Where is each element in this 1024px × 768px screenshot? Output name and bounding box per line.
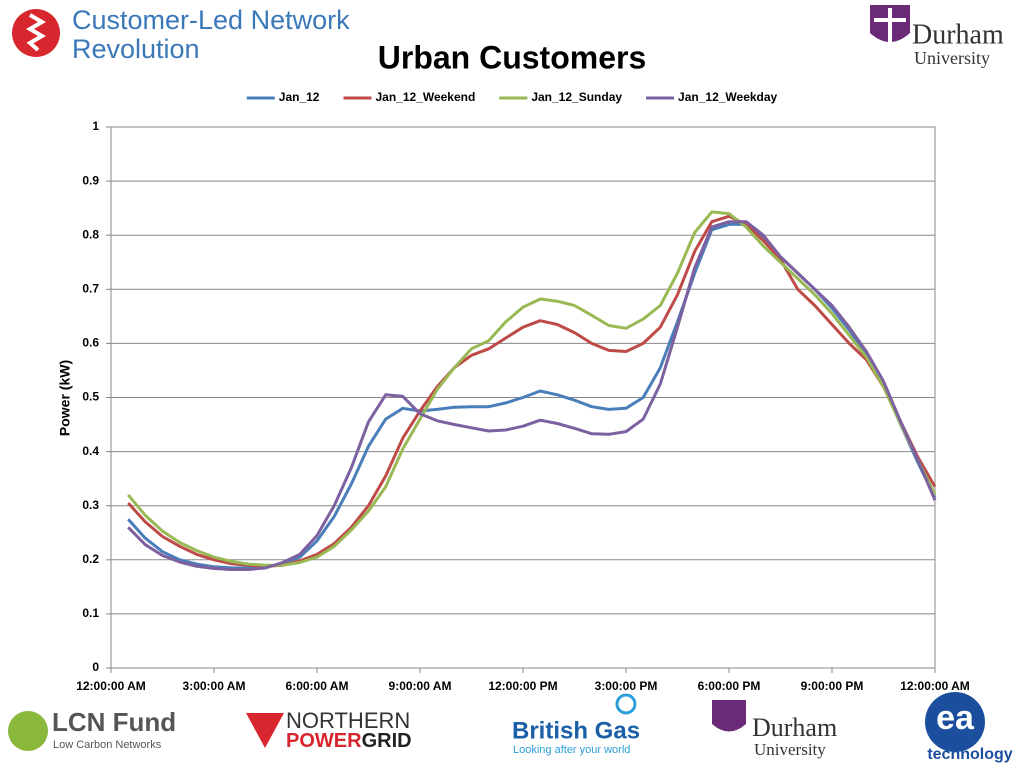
durham-logo: Durham University [870,5,1004,68]
legend: Jan_12 Jan_12_Weekend Jan_12_Sunday Jan_12_… [246,90,778,104]
university-name: Durham [752,713,837,742]
y-tick-label: 0.4 [82,444,99,458]
bg-name: British Gas [512,717,640,744]
series-line [127,220,937,571]
ea-sub: technology [927,746,1012,763]
ea-mark: ea [936,699,975,737]
university-sub: University [754,740,826,759]
x-tick-label: 9:00:00 PM [801,679,864,693]
durham-shield [712,700,746,732]
x-tick-label: 12:00:00 AM [76,679,146,693]
british-gas-logo: British Gas Looking after your world [512,693,640,756]
npg-logo: NORTHERN POWERGRID [246,708,412,752]
clnr-icon-stroke [26,13,46,52]
npg-line: POWERGRID [286,730,412,752]
npg-grid: GRID [362,730,412,752]
y-axis-label: Power (kW) [57,360,73,436]
npg-icon [246,713,284,748]
y-tick-label: 1 [92,119,99,133]
bg-icon [615,693,637,715]
y-tick-label: 0.3 [82,498,99,512]
ea-logo: ea technology [925,692,1013,763]
x-tick-label: 12:00:00 PM [488,679,557,693]
brand-line: Revolution [72,34,200,64]
y-tick-label: 0.1 [82,606,99,620]
brand-line: Customer-Led Network [72,5,350,35]
x-tick-label: 3:00:00 AM [183,679,246,693]
university-sub: University [914,48,990,68]
legend-label: Jan_12_Weekday [678,90,778,104]
series-line [127,214,937,568]
y-tick-label: 0.7 [82,281,99,295]
y-tick-label: 0.2 [82,552,99,566]
ea-icon [925,692,985,752]
series-line [127,210,937,567]
lcn-sub: Low Carbon Networks [53,739,162,751]
y-tick-label: 0.6 [82,336,99,350]
chart-title: Urban Customers [378,39,647,75]
legend-label: Jan_12 [279,90,320,104]
x-tick-label: 3:00:00 PM [595,679,658,693]
y-tick-label: 0 [92,660,99,674]
x-tick-label: 6:00:00 AM [286,679,349,693]
y-tick-label: 0.9 [82,173,99,187]
lcn-icon [8,711,48,751]
bg-sub: Looking after your world [513,744,630,756]
legend-label: Jan_12_Sunday [531,90,622,104]
npg-line: NORTHERN [286,708,410,733]
x-tick-label: 6:00:00 PM [698,679,761,693]
y-tick-label: 0.8 [82,227,99,241]
lcn-name: LCN Fund [52,707,176,737]
clnr-logo: Customer-Led Network Revolution [12,5,350,64]
npg-power: POWER [286,730,362,752]
series-line [127,222,937,570]
durham-cross [874,8,906,46]
university-name: Durham [912,19,1004,50]
durham-footer-logo: Durham University [712,700,837,759]
x-tick-label: 12:00:00 AM [900,679,970,693]
legend-label: Jan_12_Weekend [375,90,475,104]
y-tick-label: 0.5 [82,390,99,404]
x-tick-label: 9:00:00 AM [389,679,452,693]
lcn-logo: LCN Fund Low Carbon Networks [8,707,176,751]
